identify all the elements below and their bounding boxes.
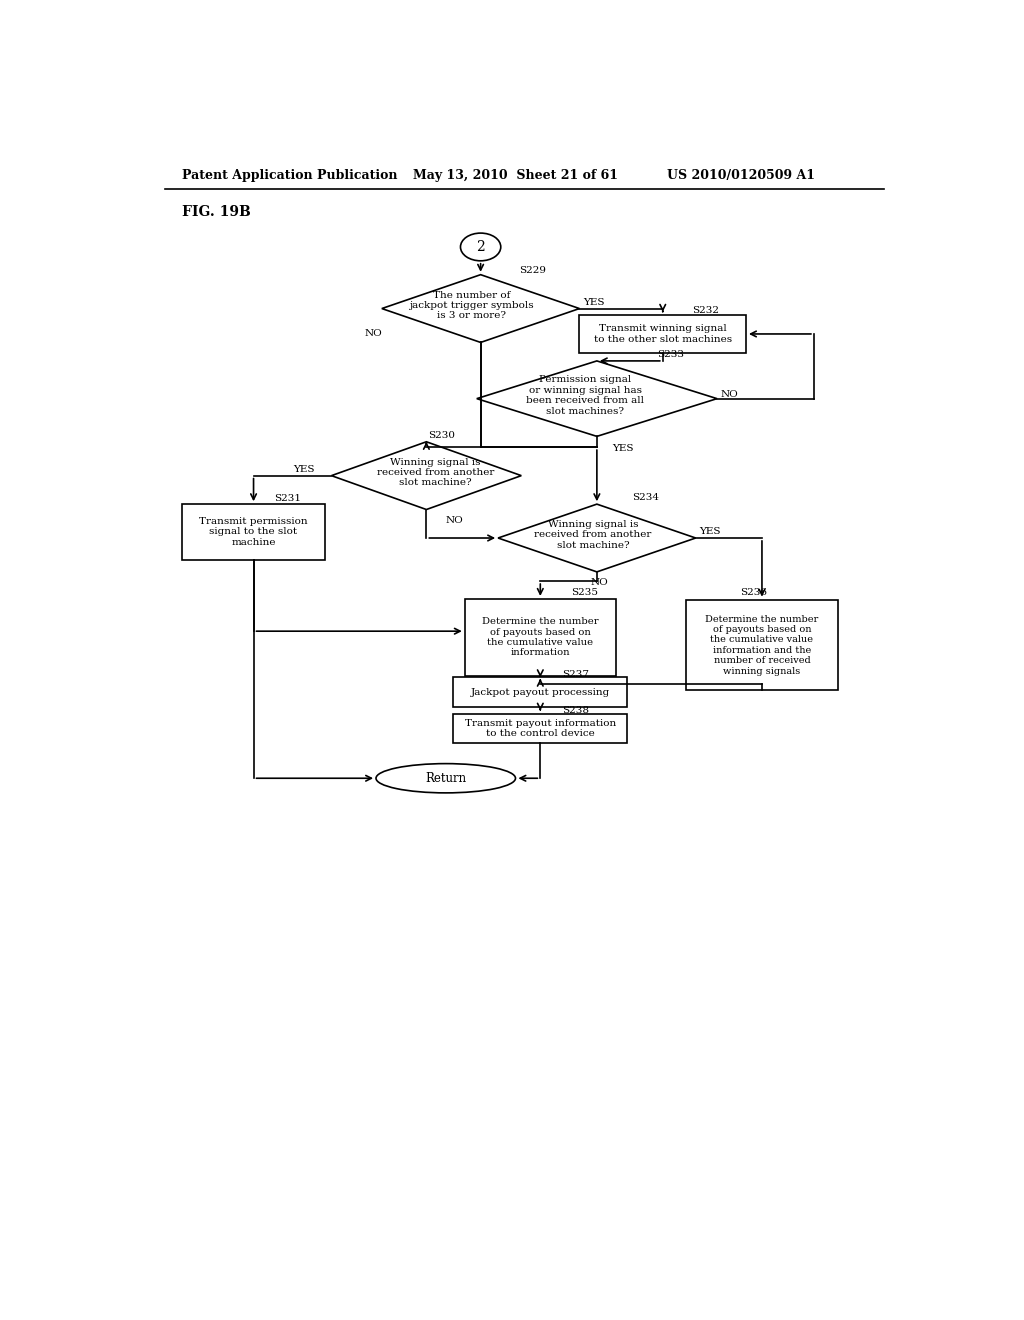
Text: S233: S233 — [657, 350, 684, 359]
Text: Jackpot payout processing: Jackpot payout processing — [471, 688, 610, 697]
Text: Permission signal
or winning signal has
been received from all
slot machines?: Permission signal or winning signal has … — [526, 375, 644, 416]
Text: YES: YES — [699, 528, 721, 536]
Text: 2: 2 — [476, 240, 485, 253]
Text: NO: NO — [445, 516, 464, 524]
Text: S236: S236 — [740, 589, 767, 597]
FancyBboxPatch shape — [453, 714, 628, 743]
Polygon shape — [332, 442, 521, 510]
FancyBboxPatch shape — [465, 599, 615, 676]
Text: S229: S229 — [519, 265, 547, 275]
FancyBboxPatch shape — [182, 504, 326, 560]
Text: Patent Application Publication: Patent Application Publication — [182, 169, 397, 182]
Text: May 13, 2010  Sheet 21 of 61: May 13, 2010 Sheet 21 of 61 — [414, 169, 618, 182]
Text: NO: NO — [721, 389, 738, 399]
Text: NO: NO — [365, 329, 383, 338]
Text: S237: S237 — [562, 669, 589, 678]
Polygon shape — [498, 504, 695, 572]
FancyBboxPatch shape — [453, 677, 628, 706]
Text: Transmit permission
signal to the slot
machine: Transmit permission signal to the slot m… — [200, 517, 308, 546]
Text: Winning signal is
received from another
slot machine?: Winning signal is received from another … — [377, 458, 495, 487]
Text: S235: S235 — [571, 589, 598, 597]
Text: FIG. 19B: FIG. 19B — [182, 205, 251, 219]
Text: YES: YES — [612, 444, 634, 453]
Ellipse shape — [376, 763, 515, 793]
Text: Transmit winning signal
to the other slot machines: Transmit winning signal to the other slo… — [594, 325, 732, 343]
FancyBboxPatch shape — [686, 599, 838, 690]
Text: Determine the number
of payouts based on
the cumulative value
information and th: Determine the number of payouts based on… — [706, 615, 818, 676]
Text: S232: S232 — [692, 306, 719, 314]
Text: YES: YES — [584, 298, 605, 306]
Text: S234: S234 — [633, 494, 659, 503]
Text: NO: NO — [591, 578, 608, 587]
Text: S230: S230 — [428, 432, 455, 440]
Text: Transmit payout information
to the control device: Transmit payout information to the contr… — [465, 718, 615, 738]
Text: S231: S231 — [273, 494, 301, 503]
FancyBboxPatch shape — [580, 314, 746, 354]
Text: The number of
jackpot trigger symbols
is 3 or more?: The number of jackpot trigger symbols is… — [409, 290, 534, 321]
Polygon shape — [382, 275, 580, 342]
Text: S238: S238 — [562, 706, 589, 715]
Text: US 2010/0120509 A1: US 2010/0120509 A1 — [667, 169, 815, 182]
Text: YES: YES — [293, 465, 314, 474]
Polygon shape — [477, 360, 717, 437]
Ellipse shape — [461, 234, 501, 261]
Text: Determine the number
of payouts based on
the cumulative value
information: Determine the number of payouts based on… — [482, 618, 599, 657]
Text: Winning signal is
received from another
slot machine?: Winning signal is received from another … — [535, 520, 651, 550]
Text: Return: Return — [425, 772, 466, 785]
